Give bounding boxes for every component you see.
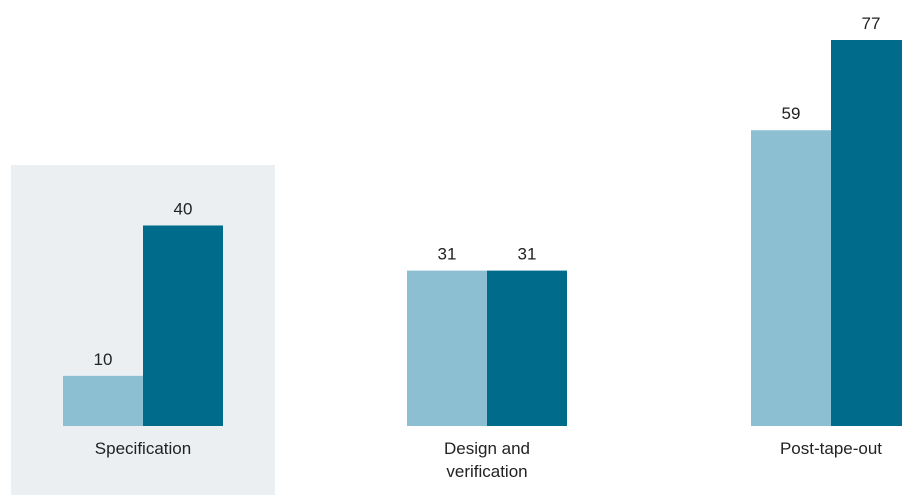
category-label-specification: Specification: [95, 439, 191, 458]
data-label-series-1-post-tape-out: 59: [782, 104, 801, 123]
bar-series-1-design-and-verification: [407, 270, 487, 426]
bar-series-2-specification: [143, 225, 223, 426]
bar-series-1-post-tape-out: [751, 130, 831, 426]
data-label-series-1-design-and-verification: 31: [438, 245, 457, 264]
data-label-series-1-specification: 10: [94, 350, 113, 369]
data-label-series-2-design-and-verification: 31: [518, 245, 537, 264]
category-label-post-tape-out: Post-tape-out: [780, 439, 882, 458]
bar-series-2-post-tape-out: [831, 40, 902, 426]
category-label-design-and-verification-line-2: verification: [446, 462, 527, 481]
data-label-series-2-post-tape-out: 77: [862, 14, 881, 33]
category-label-design-and-verification-line-1: Design and: [444, 439, 530, 458]
data-label-series-2-specification: 40: [174, 199, 193, 218]
bar-series-1-specification: [63, 375, 143, 426]
bar-series-2-design-and-verification: [487, 270, 567, 426]
